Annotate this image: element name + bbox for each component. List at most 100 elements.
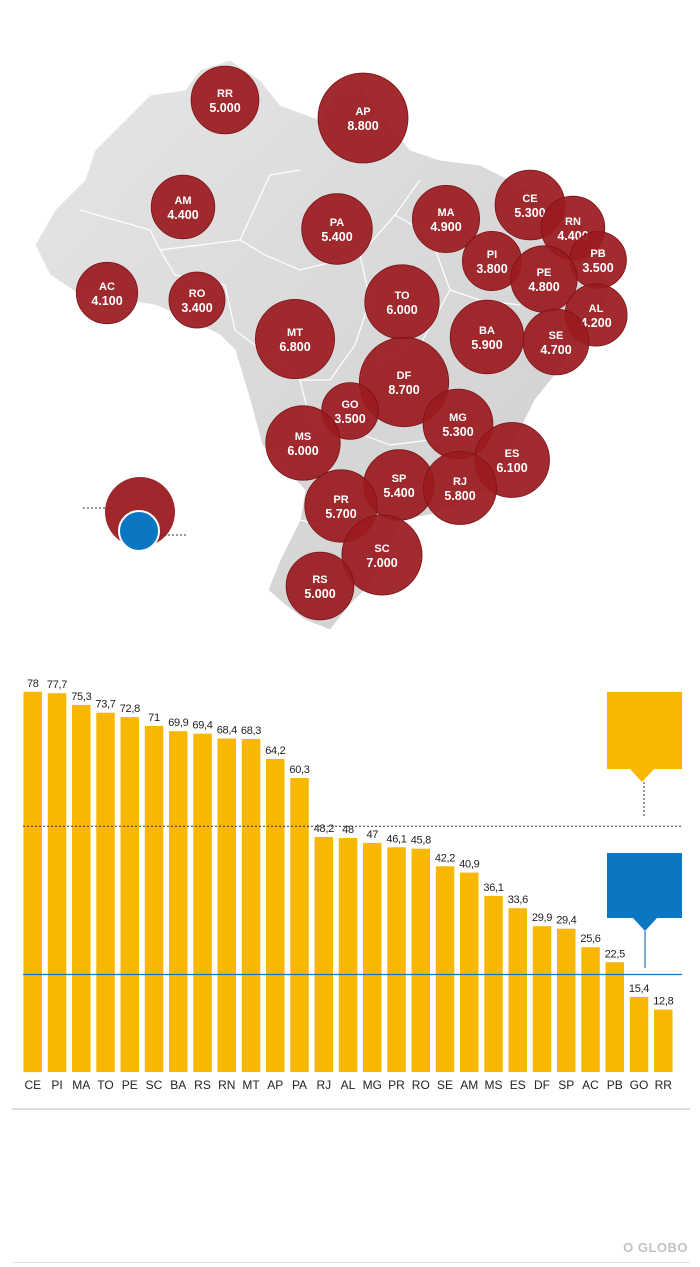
yellow-callout-box	[607, 692, 682, 769]
x-tick-label: MT	[242, 1078, 260, 1092]
bar-value-label: 29,9	[532, 912, 552, 924]
bubble-ro: RO3.400	[168, 271, 226, 329]
bar-value-label: 15,4	[629, 983, 649, 995]
bubble-value: 4.900	[430, 220, 461, 234]
bubble-state-code: PA	[330, 217, 345, 229]
blue-callout-pointer	[633, 918, 657, 931]
bar-sc	[144, 725, 164, 1072]
bar-rr	[654, 1009, 673, 1072]
size-legend	[83, 477, 186, 552]
bubble-value: 4.700	[540, 343, 571, 357]
bar-value-label: 29,4	[556, 915, 576, 927]
bubble-state-code: RS	[312, 574, 327, 586]
bar-ac	[581, 947, 600, 1072]
bubble-value: 3.500	[334, 412, 365, 426]
bubble-am: AM4.400	[150, 174, 216, 240]
bar-rs	[193, 733, 212, 1072]
bubble-pe: PE4.800	[510, 245, 578, 313]
bubble-value: 5.800	[444, 489, 475, 503]
bar-value-label: 68,3	[241, 725, 261, 737]
bubble-value: 4.800	[528, 280, 559, 294]
x-tick-label: RJ	[316, 1078, 331, 1092]
bubble-pb: PB3.500	[569, 231, 627, 289]
bubble-value: 5.900	[471, 338, 502, 352]
bubble-value: 3.500	[582, 261, 613, 275]
bar-chart: 78 77,7 75,3 73,7 72,8 71 69,9 69,4 68,4 68,3 64,2…	[12, 678, 690, 1110]
bubble-state-code: SE	[549, 330, 564, 342]
x-tick-label: AL	[341, 1078, 356, 1092]
bubble-circle	[265, 405, 341, 481]
bubble-state-code: RJ	[453, 476, 467, 488]
bubble-value: 5.000	[209, 101, 240, 115]
reference-lines	[23, 825, 682, 976]
bubble-state-code: RR	[217, 88, 233, 100]
bubble-value: 6.000	[386, 303, 417, 317]
bar-value-label: 68,4	[217, 725, 237, 737]
bubble-state-code: PR	[333, 494, 348, 506]
bubble-value: 5.400	[321, 230, 352, 244]
bubble-circle	[449, 299, 525, 375]
bubble-state-code: DF	[397, 370, 412, 382]
bubble-ap: AP8.800	[317, 72, 409, 164]
bubble-se: SE4.700	[522, 308, 590, 376]
bar-value-label: 33,6	[508, 894, 528, 906]
bar-value-label: 40,9	[459, 859, 479, 871]
bubble-value: 8.800	[347, 119, 378, 133]
bubble-state-code: PE	[537, 267, 552, 279]
bubble-state-code: MG	[449, 412, 467, 424]
bubble-state-code: AM	[174, 195, 191, 207]
bubble-state-code: RN	[565, 216, 581, 228]
bar-ce	[23, 691, 42, 1073]
bubble-rr: RR5.000	[190, 65, 260, 135]
bar-pe	[120, 717, 139, 1072]
bubble-value: 4.100	[91, 294, 122, 308]
bubble-df: DF8.700	[358, 336, 450, 428]
blue-callout	[607, 853, 682, 968]
bar-se	[435, 866, 455, 1072]
yellow-callout	[607, 692, 682, 817]
bubble-value: 5.400	[383, 486, 414, 500]
bubble-circle	[168, 271, 226, 329]
bar-al	[338, 838, 358, 1072]
bar-ba	[169, 731, 188, 1072]
bar-value-label: 71	[148, 712, 160, 724]
x-tick-label: RO	[412, 1078, 430, 1092]
bubble-ma: MA4.900	[411, 184, 480, 253]
bar-go	[629, 996, 649, 1072]
bubble-circle	[75, 261, 139, 325]
bubble-value: 7.000	[366, 556, 397, 570]
x-tick-label: ES	[510, 1078, 526, 1092]
bubble-value: 4.200	[580, 316, 611, 330]
bubble-circle	[254, 298, 335, 379]
bubble-circle	[364, 264, 440, 340]
bubble-value: 5.000	[304, 587, 335, 601]
x-tick-label: AM	[460, 1078, 478, 1092]
x-tick-label: RN	[218, 1078, 235, 1092]
bubble-state-code: TO	[394, 290, 410, 302]
bubble-circle	[411, 184, 480, 253]
bar-value-label: 46,1	[386, 833, 406, 845]
bubble-value: 5.300	[442, 425, 473, 439]
yellow-callout-pointer	[630, 769, 654, 782]
bar-value-label: 48	[342, 824, 354, 836]
bar-value-label: 78	[27, 678, 39, 690]
x-tick-label: AP	[267, 1078, 283, 1092]
bar-sp	[557, 928, 576, 1072]
bar-value-label: 64,2	[265, 745, 285, 757]
bubble-state-code: MT	[287, 327, 303, 339]
x-tick-label: TO	[97, 1078, 113, 1092]
bubble-rj: RJ5.800	[423, 451, 497, 525]
blue-callout-box	[607, 853, 682, 918]
bubble-state-code: MS	[295, 431, 312, 443]
bar-mt	[241, 739, 261, 1072]
brand-logo: O GLOBO	[623, 1240, 688, 1255]
bar-es	[508, 908, 527, 1072]
bubble-state-code: SP	[392, 473, 407, 485]
bar-mg	[363, 842, 382, 1072]
x-tick-label: GO	[630, 1078, 649, 1092]
bubble-value: 3.800	[476, 262, 507, 276]
x-tick-label: PA	[292, 1078, 307, 1092]
bubble-value: 6.800	[279, 340, 310, 354]
bar-value-label: 60,3	[289, 764, 309, 776]
bar-value-label: 69,9	[168, 717, 188, 729]
